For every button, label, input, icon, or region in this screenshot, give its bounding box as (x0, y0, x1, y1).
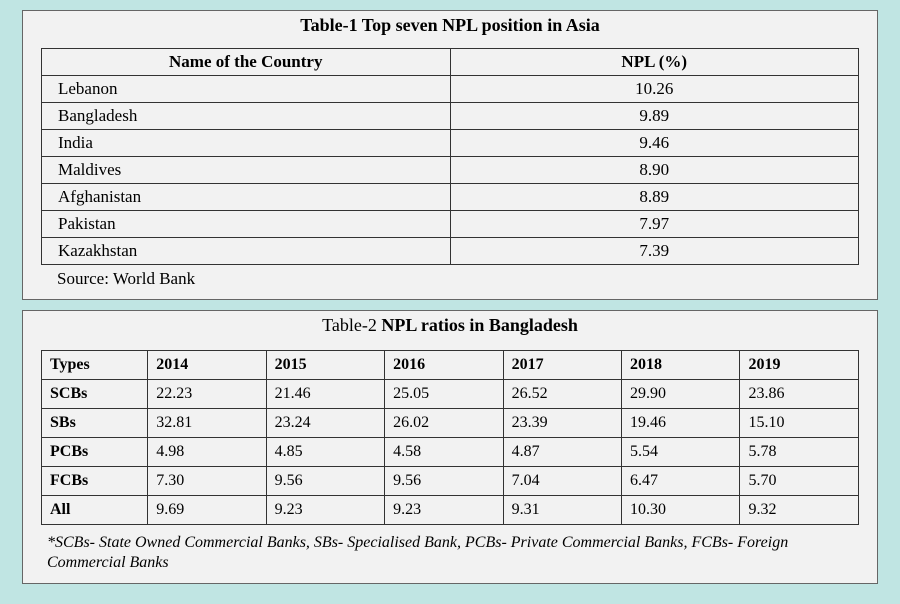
table2-cell-value: 9.23 (266, 496, 384, 525)
table2-cell-type: All (42, 496, 148, 525)
table1-inner: Name of the Country NPL (%) Lebanon 10.2… (23, 42, 877, 299)
table2-cell-type: PCBs (42, 438, 148, 467)
table1-cell-country: Kazakhstan (42, 238, 451, 265)
table2-cell-value: 32.81 (148, 409, 266, 438)
table1-cell-value: 10.26 (450, 76, 859, 103)
table-row: All 9.69 9.23 9.23 9.31 10.30 9.32 (42, 496, 859, 525)
table2-cell-value: 7.04 (503, 467, 621, 496)
table2-cell-value: 25.05 (385, 380, 503, 409)
table2-cell-value: 9.56 (266, 467, 384, 496)
table2-cell-value: 4.87 (503, 438, 621, 467)
table-row: India 9.46 (42, 130, 859, 157)
table1-source: Source: World Bank (41, 265, 859, 293)
table1-cell-country: Pakistan (42, 211, 451, 238)
table2-cell-value: 10.30 (622, 496, 740, 525)
table1-col-country: Name of the Country (42, 49, 451, 76)
table2-cell-value: 15.10 (740, 409, 859, 438)
table1-header-row: Name of the Country NPL (%) (42, 49, 859, 76)
table-row: Kazakhstan 7.39 (42, 238, 859, 265)
table2-cell-value: 5.70 (740, 467, 859, 496)
table2-cell-value: 4.58 (385, 438, 503, 467)
table-row: SBs 32.81 23.24 26.02 23.39 19.46 15.10 (42, 409, 859, 438)
table2-cell-value: 9.32 (740, 496, 859, 525)
table-row: PCBs 4.98 4.85 4.58 4.87 5.54 5.78 (42, 438, 859, 467)
table1-cell-value: 8.90 (450, 157, 859, 184)
table2-title-prefix: Table-2 (322, 315, 381, 335)
table2-cell-value: 26.52 (503, 380, 621, 409)
table1: Name of the Country NPL (%) Lebanon 10.2… (41, 48, 859, 265)
table2-header-row: Types 2014 2015 2016 2017 2018 2019 (42, 351, 859, 380)
table2-cell-value: 23.86 (740, 380, 859, 409)
table2-col-year: 2016 (385, 351, 503, 380)
table2-col-year: 2015 (266, 351, 384, 380)
table2-cell-value: 9.56 (385, 467, 503, 496)
table2-cell-value: 23.24 (266, 409, 384, 438)
page: Table-1 Top seven NPL position in Asia N… (0, 0, 900, 604)
table2-cell-value: 5.54 (622, 438, 740, 467)
table2: Types 2014 2015 2016 2017 2018 2019 SCBs… (41, 350, 859, 525)
table2-col-year: 2018 (622, 351, 740, 380)
table2-inner: Types 2014 2015 2016 2017 2018 2019 SCBs… (23, 342, 877, 583)
table2-cell-value: 6.47 (622, 467, 740, 496)
table-row: Pakistan 7.97 (42, 211, 859, 238)
table2-cell-value: 29.90 (622, 380, 740, 409)
table2-cell-value: 7.30 (148, 467, 266, 496)
table2-title-main: NPL ratios in Bangladesh (381, 315, 578, 335)
table2-cell-value: 9.69 (148, 496, 266, 525)
table1-panel: Table-1 Top seven NPL position in Asia N… (22, 10, 878, 300)
table2-cell-type: SBs (42, 409, 148, 438)
table1-cell-country: Afghanistan (42, 184, 451, 211)
table1-col-npl: NPL (%) (450, 49, 859, 76)
table2-cell-type: FCBs (42, 467, 148, 496)
table2-cell-value: 9.23 (385, 496, 503, 525)
table1-title: Table-1 Top seven NPL position in Asia (23, 11, 877, 42)
table2-cell-type: SCBs (42, 380, 148, 409)
table1-cell-country: Maldives (42, 157, 451, 184)
table1-cell-value: 8.89 (450, 184, 859, 211)
table2-panel: Table-2 NPL ratios in Bangladesh Types 2… (22, 310, 878, 584)
table-row: Afghanistan 8.89 (42, 184, 859, 211)
table2-cell-value: 5.78 (740, 438, 859, 467)
table1-cell-country: Lebanon (42, 76, 451, 103)
table2-cell-value: 21.46 (266, 380, 384, 409)
table2-col-year: 2014 (148, 351, 266, 380)
table1-cell-value: 9.89 (450, 103, 859, 130)
table1-cell-country: Bangladesh (42, 103, 451, 130)
table2-col-year: 2019 (740, 351, 859, 380)
table2-cell-value: 22.23 (148, 380, 266, 409)
table1-cell-country: India (42, 130, 451, 157)
table2-col-types: Types (42, 351, 148, 380)
table2-cell-value: 19.46 (622, 409, 740, 438)
table2-cell-value: 26.02 (385, 409, 503, 438)
table2-cell-value: 4.98 (148, 438, 266, 467)
table-row: SCBs 22.23 21.46 25.05 26.52 29.90 23.86 (42, 380, 859, 409)
table-row: Lebanon 10.26 (42, 76, 859, 103)
table-row: Maldives 8.90 (42, 157, 859, 184)
table2-cell-value: 4.85 (266, 438, 384, 467)
table1-cell-value: 9.46 (450, 130, 859, 157)
table-row: Bangladesh 9.89 (42, 103, 859, 130)
table1-cell-value: 7.39 (450, 238, 859, 265)
table-row: FCBs 7.30 9.56 9.56 7.04 6.47 5.70 (42, 467, 859, 496)
table1-cell-value: 7.97 (450, 211, 859, 238)
table2-title: Table-2 NPL ratios in Bangladesh (23, 311, 877, 342)
table2-footnote: *SCBs- State Owned Commercial Banks, SBs… (41, 525, 859, 577)
table2-cell-value: 23.39 (503, 409, 621, 438)
table2-col-year: 2017 (503, 351, 621, 380)
table2-cell-value: 9.31 (503, 496, 621, 525)
